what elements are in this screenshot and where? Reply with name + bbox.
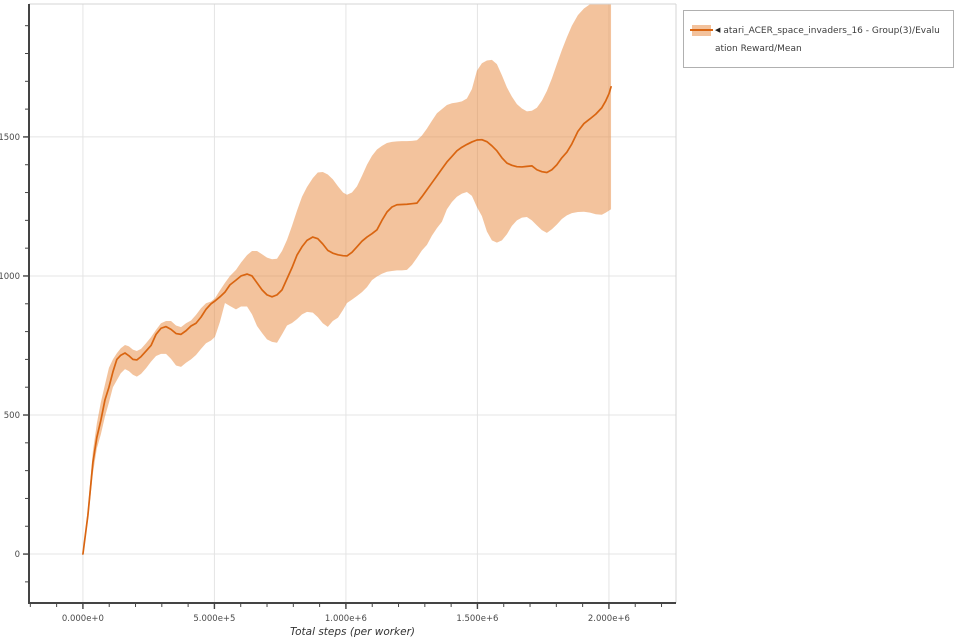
x-tick-label: 1.500e+6: [456, 614, 498, 624]
y-tick-label: 500: [4, 411, 20, 421]
x-tick-label: 1.000e+6: [325, 614, 367, 624]
x-tick-label: 2.000e+6: [588, 614, 630, 624]
legend[interactable]: ◀ atari_ACER_space_invaders_16 - Group(3)…: [683, 10, 954, 68]
mean-line: [82, 86, 612, 555]
series-swatch-line-icon: [690, 29, 713, 31]
y-tick-label: 0: [15, 550, 20, 560]
y-tick-label: 1000: [0, 272, 20, 282]
series-label: atari_ACER_space_invaders_16 - Group(3)/…: [715, 26, 940, 54]
legend-entry[interactable]: ◀ atari_ACER_space_invaders_16 - Group(3)…: [715, 22, 944, 58]
collapse-arrow-icon[interactable]: ◀: [715, 26, 721, 34]
plot-area[interactable]: [29, 4, 676, 603]
x-tick-label: 5.000e+5: [193, 614, 235, 624]
confidence-band: [82, 4, 612, 555]
y-tick-label: 1500: [0, 133, 20, 143]
x-tick-label: 0.000e+0: [62, 614, 104, 624]
x-axis-title: Total steps (per worker): [290, 626, 415, 638]
series-swatch-icon: [690, 25, 713, 36]
